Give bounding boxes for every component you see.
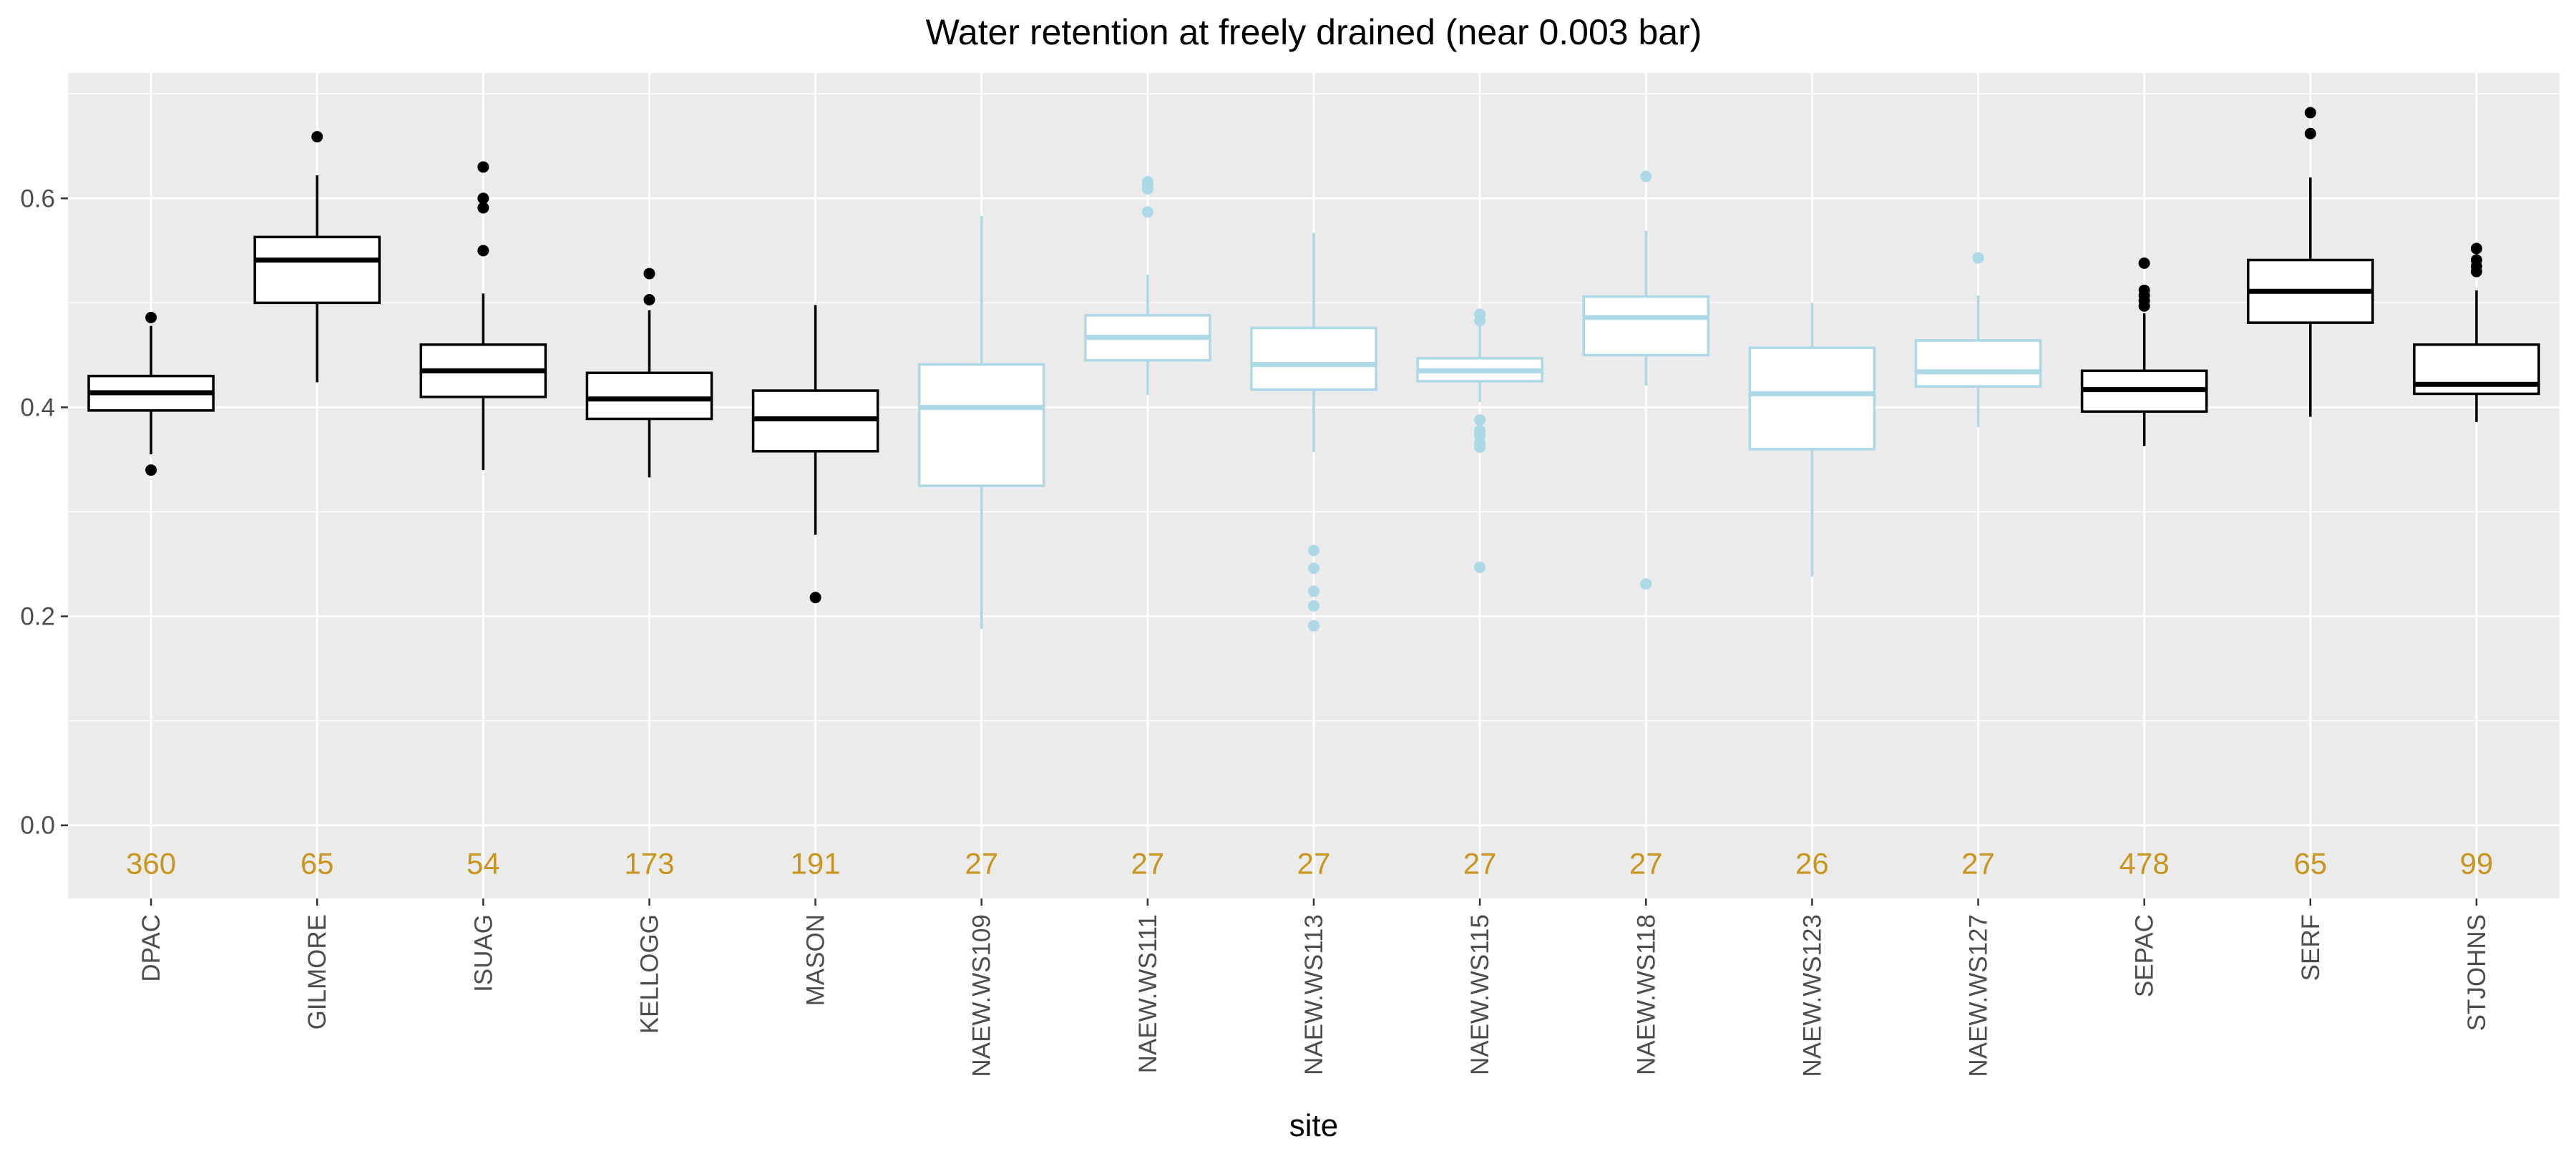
outlier-point xyxy=(809,592,821,604)
outlier-point xyxy=(2304,127,2316,139)
y-tick-label: 0.4 xyxy=(20,393,55,421)
x-tick-label: KELLOGG xyxy=(635,914,663,1034)
iqr-box xyxy=(1250,326,1377,391)
outlier-point xyxy=(2138,257,2150,269)
box-kellogg xyxy=(585,268,713,478)
count-label: 360 xyxy=(126,846,176,880)
x-tick-label: NAEW.WS111 xyxy=(1134,914,1162,1073)
count-label: 27 xyxy=(965,846,998,880)
count-label: 65 xyxy=(2293,846,2327,880)
box-series xyxy=(87,107,2540,632)
x-tick-label: NAEW.WS113 xyxy=(1300,914,1328,1075)
count-label: 27 xyxy=(1463,846,1497,880)
outlier-point xyxy=(1972,252,1984,264)
x-tick-label: DPAC xyxy=(137,914,165,982)
iqr-box xyxy=(917,363,1045,487)
count-label: 191 xyxy=(791,846,841,880)
outlier-point xyxy=(2304,107,2316,119)
outlier-point xyxy=(1141,175,1153,187)
x-tick-label: NAEW.WS123 xyxy=(1798,914,1826,1077)
y-tick-label: 0.0 xyxy=(20,812,55,840)
outlier-point xyxy=(1640,578,1652,590)
outlier-point xyxy=(1308,585,1319,597)
box-naew-ws123 xyxy=(1748,303,1876,577)
x-tick-label: NAEW.WS127 xyxy=(1965,914,1993,1077)
count-label: 173 xyxy=(624,846,674,880)
count-label: 478 xyxy=(2119,846,2170,880)
iqr-box xyxy=(1914,339,2042,388)
box-naew-ws118 xyxy=(1582,170,1710,590)
outlier-point xyxy=(1640,170,1652,182)
box-naew-ws111 xyxy=(1084,175,1211,395)
y-tick-label: 0.6 xyxy=(20,185,55,212)
box-sepac xyxy=(2080,257,2208,446)
outlier-point xyxy=(2138,284,2150,296)
outlier-point xyxy=(145,311,157,323)
x-tick-label: NAEW.WS115 xyxy=(1466,914,1494,1075)
iqr-box xyxy=(1748,346,1876,451)
box-serf xyxy=(2247,107,2374,417)
x-tick-label: ISUAG xyxy=(469,914,497,992)
outlier-point xyxy=(311,131,323,143)
outlier-point xyxy=(643,268,655,280)
outlier-point xyxy=(1474,424,1486,436)
x-tick-label: SEPAC xyxy=(2131,914,2159,997)
outlier-point xyxy=(1308,562,1319,574)
chart-title: Water retention at freely drained (near … xyxy=(926,12,1702,52)
count-label: 27 xyxy=(1961,846,1995,880)
box-dpac xyxy=(87,311,215,476)
count-label: 27 xyxy=(1131,846,1165,880)
outlier-point xyxy=(1474,413,1486,426)
outlier-point xyxy=(1141,206,1153,218)
y-axis: 0.0 0.2 0.4 0.6 xyxy=(20,185,68,840)
count-label: 27 xyxy=(1629,846,1663,880)
x-tick-label: STJOHNS xyxy=(2463,914,2491,1031)
outlier-point xyxy=(1308,619,1319,632)
outlier-point xyxy=(145,464,157,476)
x-tick-label: NAEW.WS109 xyxy=(968,914,996,1077)
box-isuag xyxy=(419,161,547,471)
outlier-point xyxy=(477,161,489,173)
outlier-point xyxy=(1474,561,1486,573)
box-naew-ws113 xyxy=(1250,232,1377,632)
y-tick-label: 0.2 xyxy=(20,603,55,631)
box-mason xyxy=(751,305,879,604)
outlier-point xyxy=(477,202,489,214)
sample-counts: 360 65 54 173 191 27 27 27 27 27 26 27 478 65 99 xyxy=(126,846,2493,880)
count-label: 65 xyxy=(301,846,334,880)
outlier-point xyxy=(477,192,489,205)
count-label: 99 xyxy=(2460,846,2494,880)
box-stjohns xyxy=(2413,243,2540,422)
iqr-box xyxy=(1582,295,1710,357)
x-axis-title: site xyxy=(1289,1108,1338,1143)
box-naew-ws109 xyxy=(917,216,1045,630)
outlier-point xyxy=(2470,243,2482,255)
iqr-box xyxy=(253,235,381,305)
outlier-point xyxy=(1308,599,1319,612)
count-label: 26 xyxy=(1795,846,1829,880)
outlier-point xyxy=(643,293,655,305)
outlier-point xyxy=(477,245,489,257)
count-label: 27 xyxy=(1297,846,1331,880)
box-naew-ws115 xyxy=(1416,308,1543,573)
x-tick-label: SERF xyxy=(2297,914,2325,981)
x-tick-label: NAEW.WS118 xyxy=(1632,914,1660,1075)
count-label: 54 xyxy=(467,846,500,880)
x-tick-label: GILMORE xyxy=(303,914,331,1029)
outlier-point xyxy=(2470,254,2482,266)
box-naew-ws127 xyxy=(1914,252,2042,428)
box-gilmore xyxy=(253,131,381,383)
x-tick-label: MASON xyxy=(802,914,830,1006)
outlier-point xyxy=(1308,544,1319,557)
iqr-box xyxy=(585,371,713,421)
x-axis: DPAC GILMORE ISUAG KELLOGG MASON NAEW.WS109 NA… xyxy=(137,898,2491,1077)
outlier-point xyxy=(1474,308,1486,320)
